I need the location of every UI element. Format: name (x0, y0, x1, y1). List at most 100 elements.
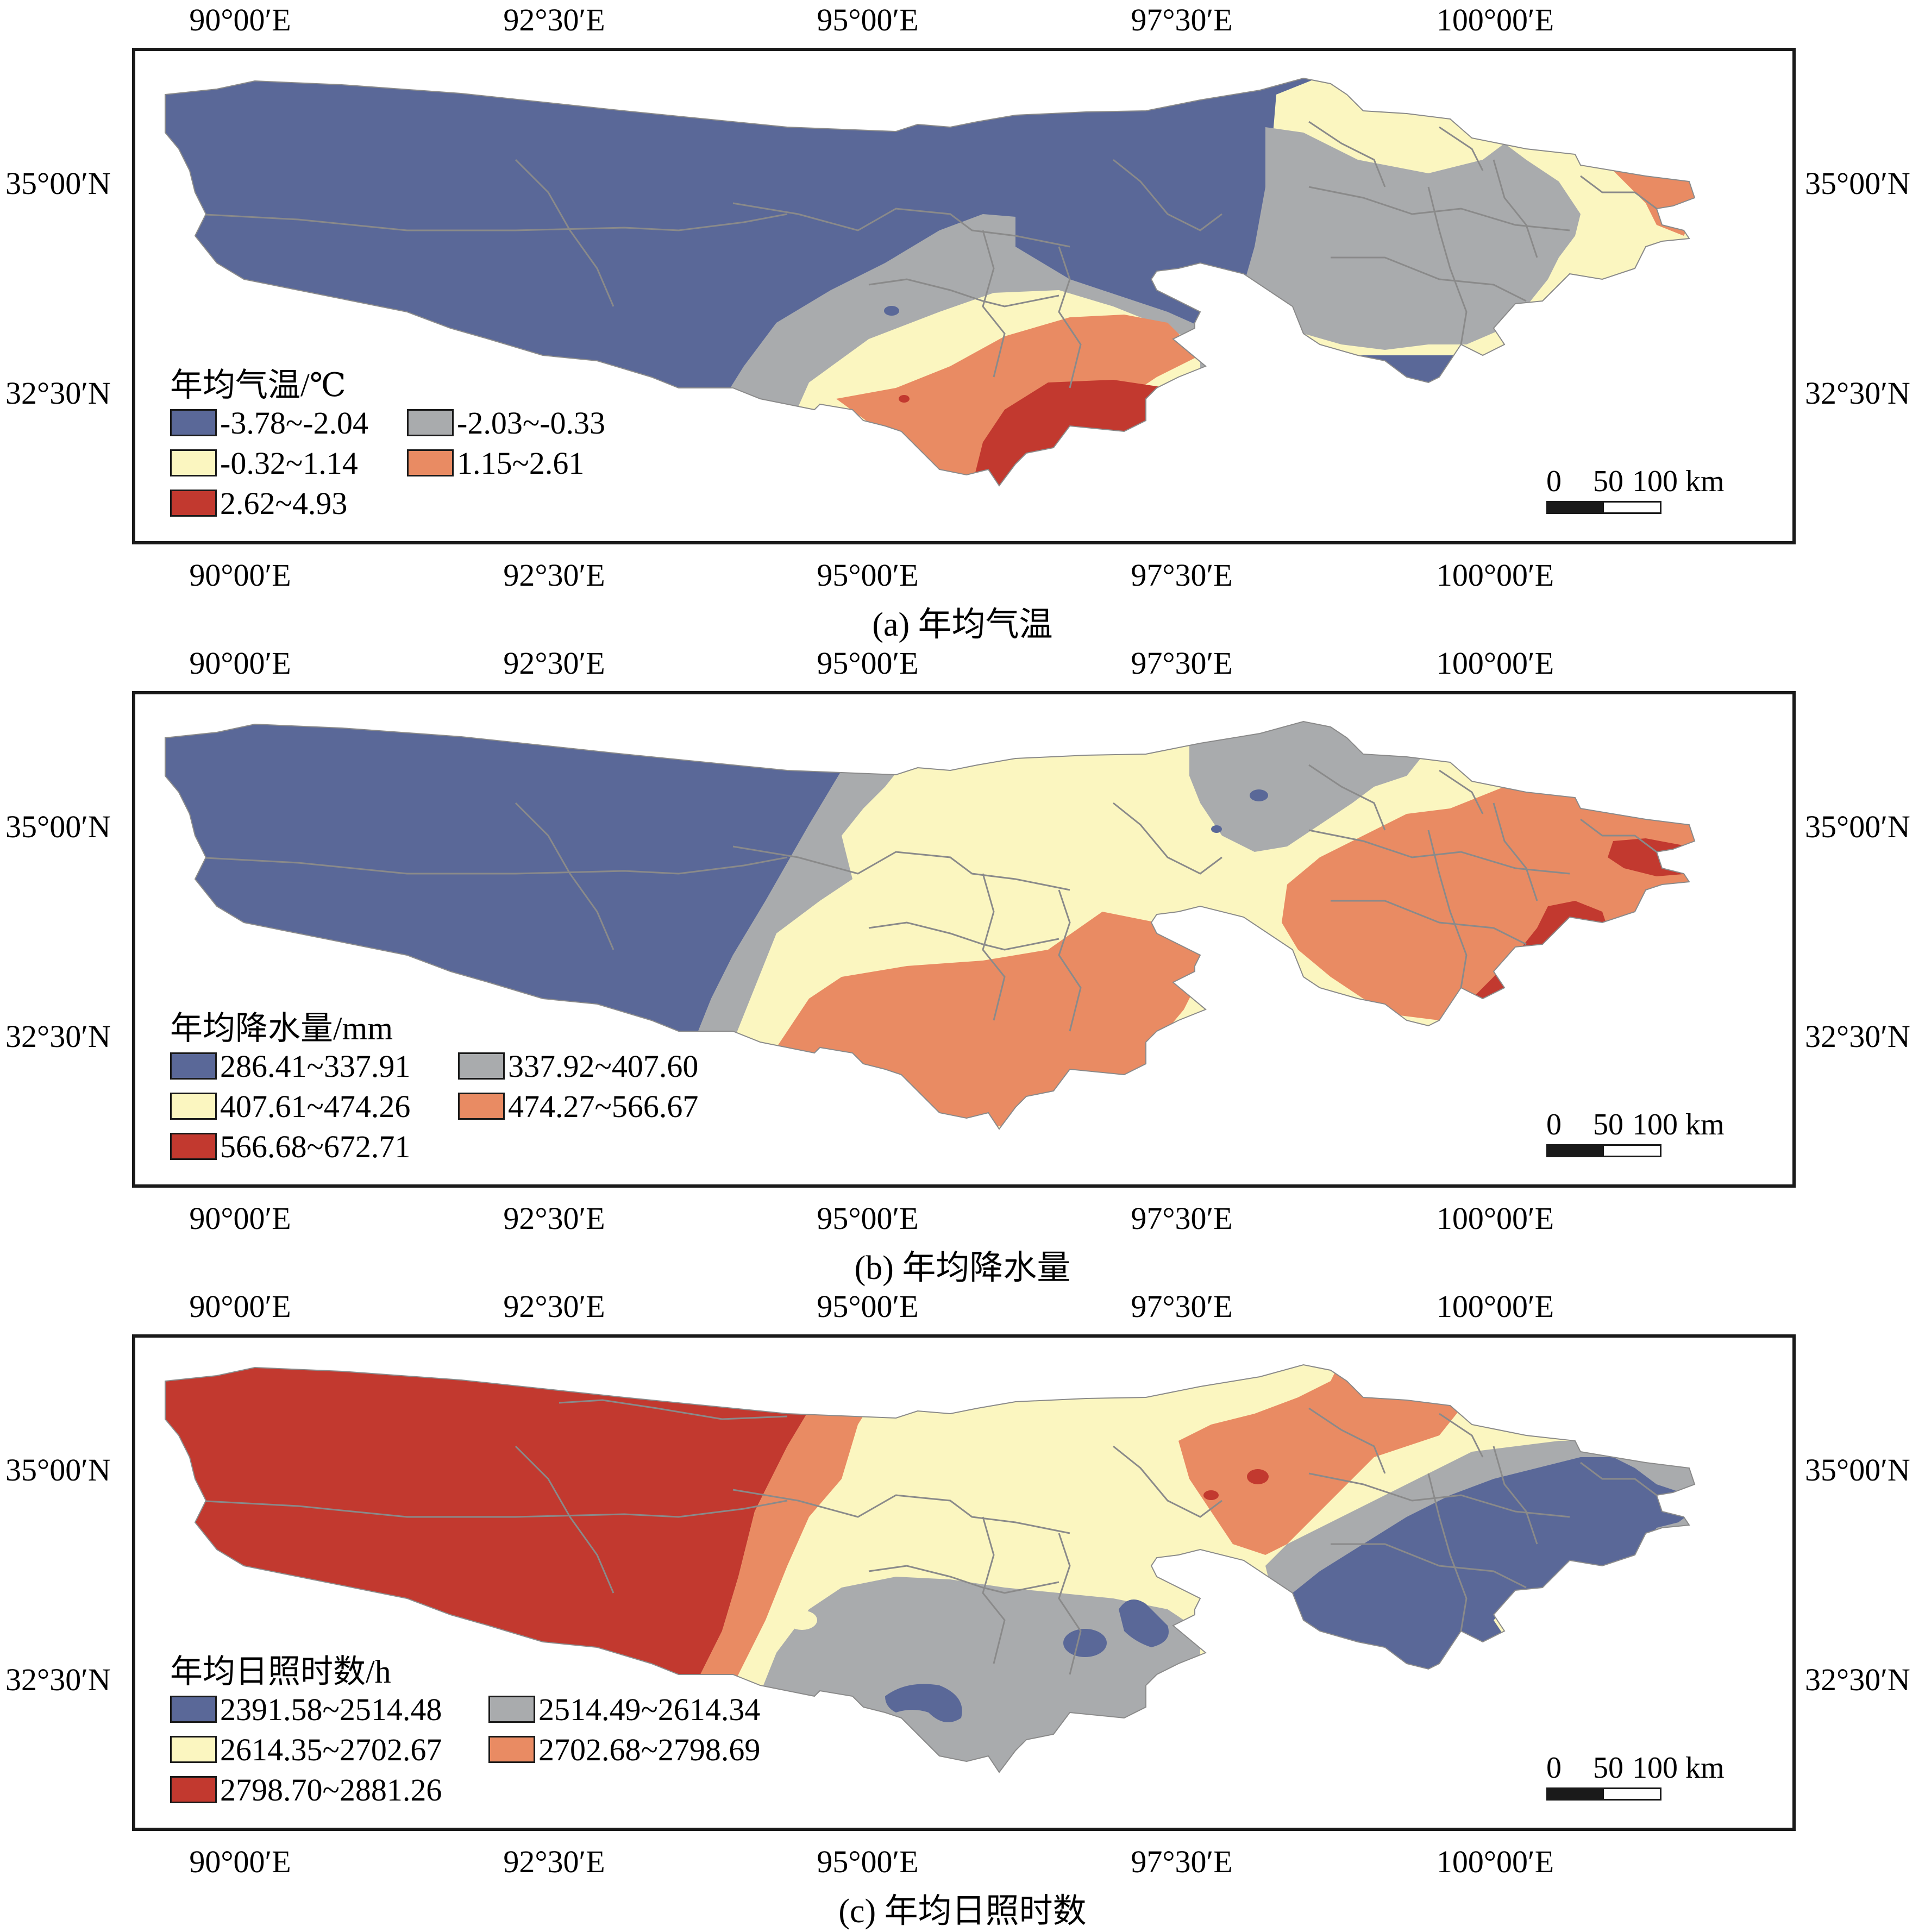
legend-label: 474.27~566.67 (508, 1088, 699, 1124)
scale-label-100: 100 km (1632, 1751, 1725, 1785)
lat-label-left: 35°00′N (5, 1452, 111, 1488)
map-sunshine (165, 1364, 1696, 1773)
scale-label-50: 50 (1593, 1108, 1623, 1141)
legend-label: 2391.58~2514.48 (220, 1691, 442, 1727)
legend-item: 2702.68~2798.69 (488, 1732, 761, 1767)
legend-item: 2798.70~2881.26 (170, 1772, 442, 1808)
scale-labels: 0 50 100 km (1546, 464, 1725, 499)
lon-label-bottom: 90°00′E (189, 1844, 291, 1879)
legend-swatch-class4 (407, 449, 454, 476)
legend-swatch-class1 (170, 409, 217, 436)
legend-title: 年均日照时数/h (170, 1654, 391, 1690)
map-frame: 年均日照时数/h 2391.58~2514.48 2514.49~2614.34… (132, 1334, 1796, 1831)
lat-label-left: 32°30′N (5, 1662, 111, 1697)
legend-title: 年均气温/℃ (170, 367, 346, 403)
legend-item: -2.03~-0.33 (407, 405, 606, 441)
legend-item: 2614.35~2702.67 (170, 1732, 442, 1767)
legend-swatch-class3 (170, 1093, 217, 1120)
lat-label-left: 35°00′N (5, 166, 111, 201)
legend-label: 1.15~2.61 (457, 445, 585, 481)
lon-label-bottom: 100°00′E (1436, 1201, 1554, 1236)
lat-label-left: 35°00′N (5, 809, 111, 844)
lon-label-bottom: 100°00′E (1436, 1844, 1554, 1879)
legend-label: 2614.35~2702.67 (220, 1732, 442, 1767)
legend-swatch-class2 (407, 409, 454, 436)
legend-label: 407.61~474.26 (220, 1088, 411, 1124)
legend-label: 2702.68~2798.69 (538, 1732, 761, 1767)
lon-label-top: 90°00′E (189, 2, 291, 37)
legend-swatch-class4 (458, 1093, 505, 1120)
lon-label-top: 90°00′E (189, 1289, 291, 1324)
lat-label-right: 35°00′N (1805, 1452, 1910, 1488)
legend-swatch-class3 (170, 449, 217, 476)
lat-label-left: 32°30′N (5, 1019, 111, 1054)
scale-labels: 0 50 100 km (1546, 1751, 1725, 1785)
map-frame: 年均气温/℃ -3.78~-2.04 -2.03~-0.33 -0.32~1.1… (132, 48, 1796, 544)
lon-label-bottom: 90°00′E (189, 557, 291, 593)
legend-swatch-class1 (170, 1052, 217, 1080)
legend-swatch-class5 (170, 1776, 217, 1803)
map-panel-precipitation: 90°00′E 92°30′E 95°00′E 97°30′E 100°00′E… (0, 643, 1925, 1287)
lon-label-top: 95°00′E (817, 1289, 919, 1324)
legend-label: 2.62~4.93 (220, 485, 348, 521)
lon-label-top: 95°00′E (817, 645, 919, 681)
legend-item: 566.68~672.71 (170, 1129, 410, 1164)
map-temperature (165, 77, 1696, 487)
legend-swatch-class2 (488, 1696, 535, 1723)
legend-swatch-class5 (170, 1133, 217, 1160)
lat-label-right: 32°30′N (1805, 375, 1910, 411)
lon-label-top: 97°30′E (1131, 645, 1233, 681)
lat-label-left: 32°30′N (5, 375, 111, 411)
legend-label: -2.03~-0.33 (457, 405, 606, 441)
panel-caption: (c) 年均日照时数 (838, 1893, 1087, 1930)
legend-item: -0.32~1.14 (170, 445, 358, 481)
legend-item: 1.15~2.61 (407, 445, 585, 481)
legend-label: 2514.49~2614.34 (538, 1691, 761, 1727)
legend-swatch-class3 (170, 1736, 217, 1763)
lon-label-top: 90°00′E (189, 645, 291, 681)
lat-label-right: 35°00′N (1805, 809, 1910, 844)
legend-swatch-class1 (170, 1696, 217, 1723)
legend-item: 286.41~337.91 (170, 1048, 411, 1084)
legend-item: 337.92~407.60 (458, 1048, 699, 1084)
scale-labels: 0 50 100 km (1546, 1107, 1725, 1142)
legend-swatch-class2 (458, 1052, 505, 1080)
scale-label-0: 0 (1546, 1751, 1562, 1785)
lon-label-top: 92°30′E (503, 645, 605, 681)
map-panel-sunshine: 90°00′E 92°30′E 95°00′E 97°30′E 100°00′E… (0, 1287, 1925, 1930)
scale-bar-graphic (1546, 1787, 1661, 1801)
scale-bar-graphic (1546, 1144, 1661, 1157)
lon-label-bottom: 97°30′E (1131, 1201, 1233, 1236)
scale-label-100: 100 km (1632, 1108, 1725, 1141)
map-frame: 年均降水量/mm 286.41~337.91 337.92~407.60 407… (132, 691, 1796, 1188)
lon-label-bottom: 92°30′E (503, 557, 605, 593)
lon-label-bottom: 97°30′E (1131, 557, 1233, 593)
legend-label: 337.92~407.60 (508, 1048, 699, 1084)
lon-label-top: 100°00′E (1436, 2, 1554, 37)
panel-caption: (a) 年均气温 (872, 606, 1053, 643)
lat-label-right: 32°30′N (1805, 1019, 1910, 1054)
lon-label-top: 92°30′E (503, 1289, 605, 1324)
scale-bar-graphic (1546, 501, 1661, 514)
lon-label-top: 100°00′E (1436, 645, 1554, 681)
lon-label-bottom: 92°30′E (503, 1201, 605, 1236)
legend-label: 286.41~337.91 (220, 1048, 411, 1084)
lon-label-top: 97°30′E (1131, 1289, 1233, 1324)
lon-label-bottom: 92°30′E (503, 1844, 605, 1879)
legend-swatch-class4 (488, 1736, 535, 1763)
scale-label-50: 50 (1593, 465, 1623, 498)
legend-item: 2514.49~2614.34 (488, 1692, 760, 1727)
legend-label: -0.32~1.14 (220, 445, 358, 481)
legend-item: 2.62~4.93 (170, 486, 347, 521)
scale-label-50: 50 (1593, 1751, 1623, 1785)
scale-label-100: 100 km (1632, 465, 1725, 498)
legend-item: 407.61~474.26 (170, 1089, 410, 1124)
lon-label-bottom: 90°00′E (189, 1201, 291, 1236)
legend-swatch-class5 (170, 490, 217, 517)
lat-label-right: 35°00′N (1805, 166, 1910, 201)
lon-label-top: 97°30′E (1131, 2, 1233, 37)
map-precipitation (165, 720, 1696, 1130)
legend-title: 年均降水量/mm (170, 1011, 393, 1046)
legend-item: 474.27~566.67 (458, 1089, 698, 1124)
lon-label-bottom: 95°00′E (817, 1201, 919, 1236)
